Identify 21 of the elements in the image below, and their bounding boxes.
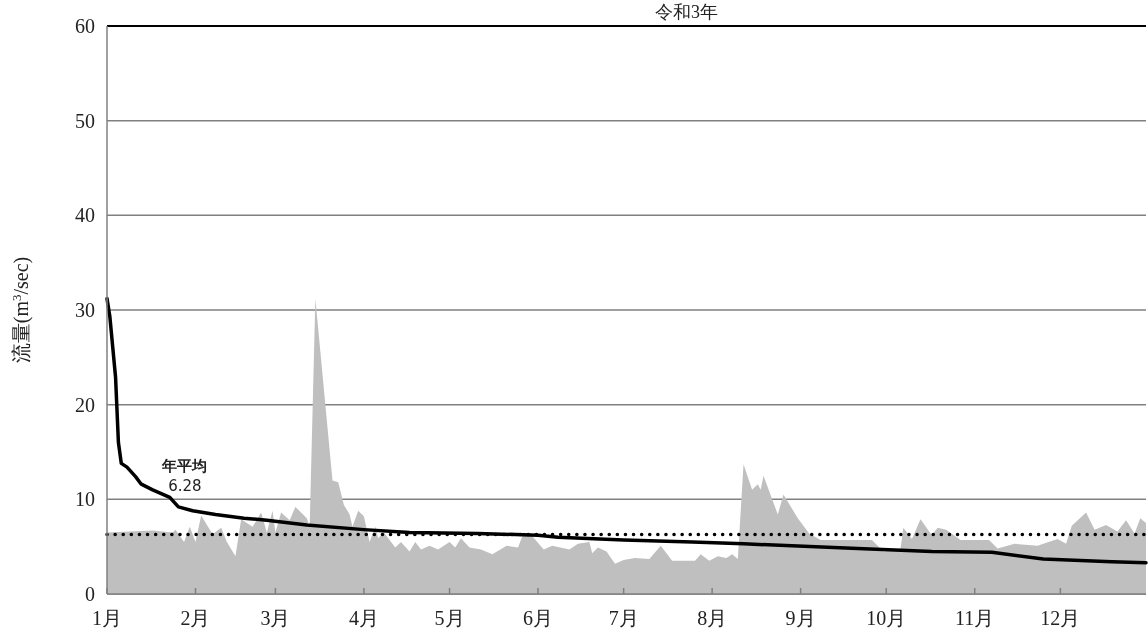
x-tick-label: 12月 [1040, 607, 1081, 629]
y-tick-label: 20 [75, 393, 95, 416]
x-tick-label: 3月 [260, 607, 291, 629]
x-tick-label: 5月 [434, 607, 465, 629]
x-tick-label: 4月 [348, 607, 379, 629]
y-tick-label: 50 [75, 109, 95, 132]
y-tick-label: 10 [75, 488, 95, 511]
y-tick-label: 0 [85, 583, 95, 605]
x-tick-label: 8月 [697, 607, 728, 629]
x-tick-label: 10月 [866, 607, 907, 629]
x-tick-label: 1月 [92, 607, 122, 629]
x-tick-label: 2月 [180, 607, 211, 629]
ref-line-label: 年平均 6.28 [161, 456, 208, 495]
x-tick-label: 11月 [955, 607, 995, 629]
x-tick-label: 7月 [608, 607, 639, 629]
x-tick-label: 6月 [523, 607, 554, 629]
x-tick-label: 9月 [785, 607, 816, 629]
y-tick-label: 40 [75, 204, 95, 227]
y-tick-label: 60 [75, 15, 95, 37]
y-tick-label: 30 [75, 299, 95, 321]
chart-title: 令和3年 [655, 2, 718, 22]
